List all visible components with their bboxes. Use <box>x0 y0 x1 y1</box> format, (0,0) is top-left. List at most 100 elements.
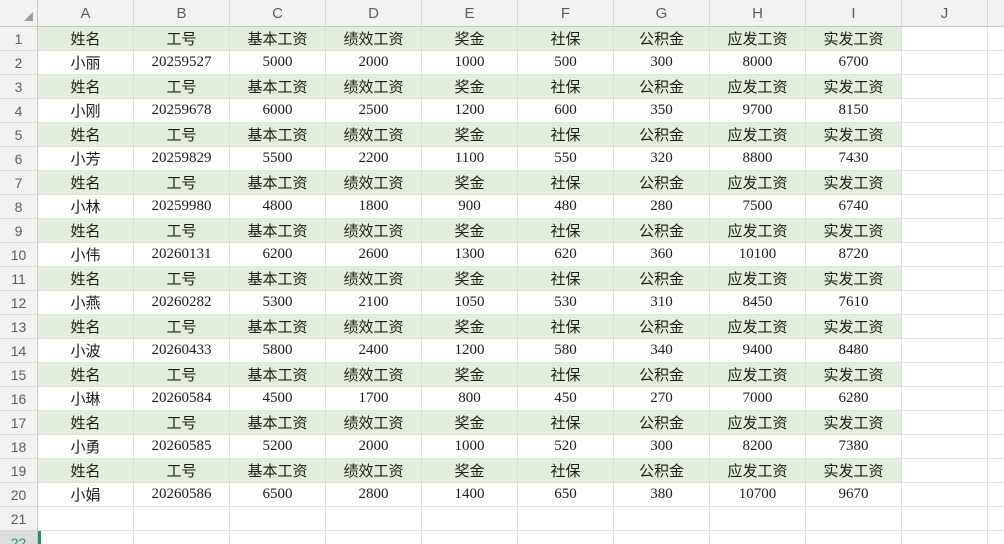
cell-G21[interactable] <box>614 507 710 531</box>
column-header-d[interactable]: D <box>326 0 422 27</box>
cell-D20[interactable]: 2800 <box>326 483 422 507</box>
column-header-i[interactable]: I <box>806 0 902 27</box>
column-header-c[interactable]: C <box>230 0 326 27</box>
cell-E7[interactable]: 奖金 <box>422 171 518 195</box>
cell-B7[interactable]: 工号 <box>134 171 230 195</box>
cell-J19[interactable] <box>902 459 988 483</box>
cell-H18[interactable]: 8200 <box>710 435 806 459</box>
cell-E20[interactable]: 1400 <box>422 483 518 507</box>
cell-B14[interactable]: 20260433 <box>134 339 230 363</box>
cell-G7[interactable]: 公积金 <box>614 171 710 195</box>
cell-J6[interactable] <box>902 147 988 171</box>
row-header-1[interactable]: 1 <box>0 27 38 51</box>
cell-B2[interactable]: 20259527 <box>134 51 230 75</box>
row-header-7[interactable]: 7 <box>0 171 38 195</box>
cell-D19[interactable]: 绩效工资 <box>326 459 422 483</box>
cell-G16[interactable]: 270 <box>614 387 710 411</box>
cell-F13[interactable]: 社保 <box>518 315 614 339</box>
cell-C14[interactable]: 5800 <box>230 339 326 363</box>
cell-D18[interactable]: 2000 <box>326 435 422 459</box>
cell-G8[interactable]: 280 <box>614 195 710 219</box>
cell-H13[interactable]: 应发工资 <box>710 315 806 339</box>
cell-F22[interactable] <box>518 531 614 544</box>
cell-G6[interactable]: 320 <box>614 147 710 171</box>
cell-D11[interactable]: 绩效工资 <box>326 267 422 291</box>
cell-B11[interactable]: 工号 <box>134 267 230 291</box>
cell-A2[interactable]: 小丽 <box>38 51 134 75</box>
cell-sliver-4[interactable] <box>988 99 1004 123</box>
row-header-8[interactable]: 8 <box>0 195 38 219</box>
column-header-g[interactable]: G <box>614 0 710 27</box>
cell-G12[interactable]: 310 <box>614 291 710 315</box>
cell-D7[interactable]: 绩效工资 <box>326 171 422 195</box>
cell-C15[interactable]: 基本工资 <box>230 363 326 387</box>
cell-J16[interactable] <box>902 387 988 411</box>
cell-D10[interactable]: 2600 <box>326 243 422 267</box>
cell-B21[interactable] <box>134 507 230 531</box>
cell-F11[interactable]: 社保 <box>518 267 614 291</box>
cell-A16[interactable]: 小琳 <box>38 387 134 411</box>
column-header-j[interactable]: J <box>902 0 988 27</box>
cell-F15[interactable]: 社保 <box>518 363 614 387</box>
column-header-e[interactable]: E <box>422 0 518 27</box>
cell-B1[interactable]: 工号 <box>134 27 230 51</box>
cell-F12[interactable]: 530 <box>518 291 614 315</box>
cell-C18[interactable]: 5200 <box>230 435 326 459</box>
cell-F14[interactable]: 580 <box>518 339 614 363</box>
cell-C17[interactable]: 基本工资 <box>230 411 326 435</box>
cell-sliver-13[interactable] <box>988 315 1004 339</box>
cell-H7[interactable]: 应发工资 <box>710 171 806 195</box>
cell-A17[interactable]: 姓名 <box>38 411 134 435</box>
row-header-13[interactable]: 13 <box>0 315 38 339</box>
row-header-4[interactable]: 4 <box>0 99 38 123</box>
cell-C13[interactable]: 基本工资 <box>230 315 326 339</box>
cell-D3[interactable]: 绩效工资 <box>326 75 422 99</box>
cell-F10[interactable]: 620 <box>518 243 614 267</box>
cell-H21[interactable] <box>710 507 806 531</box>
cell-F7[interactable]: 社保 <box>518 171 614 195</box>
cell-A12[interactable]: 小燕 <box>38 291 134 315</box>
cell-D22[interactable] <box>326 531 422 544</box>
cell-E22[interactable] <box>422 531 518 544</box>
cell-D5[interactable]: 绩效工资 <box>326 123 422 147</box>
row-header-3[interactable]: 3 <box>0 75 38 99</box>
cell-sliver-9[interactable] <box>988 219 1004 243</box>
cell-B10[interactable]: 20260131 <box>134 243 230 267</box>
cell-I10[interactable]: 8720 <box>806 243 902 267</box>
cell-B13[interactable]: 工号 <box>134 315 230 339</box>
cell-C19[interactable]: 基本工资 <box>230 459 326 483</box>
cell-F21[interactable] <box>518 507 614 531</box>
cell-H2[interactable]: 8000 <box>710 51 806 75</box>
cell-I9[interactable]: 实发工资 <box>806 219 902 243</box>
cell-B5[interactable]: 工号 <box>134 123 230 147</box>
cell-G4[interactable]: 350 <box>614 99 710 123</box>
cell-H10[interactable]: 10100 <box>710 243 806 267</box>
cell-J22[interactable] <box>902 531 988 544</box>
cell-E9[interactable]: 奖金 <box>422 219 518 243</box>
cell-C2[interactable]: 5000 <box>230 51 326 75</box>
cell-B22[interactable] <box>134 531 230 544</box>
cell-D16[interactable]: 1700 <box>326 387 422 411</box>
cell-I17[interactable]: 实发工资 <box>806 411 902 435</box>
cell-C4[interactable]: 6000 <box>230 99 326 123</box>
cell-A8[interactable]: 小林 <box>38 195 134 219</box>
cell-E2[interactable]: 1000 <box>422 51 518 75</box>
cell-F18[interactable]: 520 <box>518 435 614 459</box>
cell-C12[interactable]: 5300 <box>230 291 326 315</box>
cell-E1[interactable]: 奖金 <box>422 27 518 51</box>
cell-I5[interactable]: 实发工资 <box>806 123 902 147</box>
cell-I18[interactable]: 7380 <box>806 435 902 459</box>
cell-J9[interactable] <box>902 219 988 243</box>
cell-I22[interactable] <box>806 531 902 544</box>
cell-H12[interactable]: 8450 <box>710 291 806 315</box>
cell-G3[interactable]: 公积金 <box>614 75 710 99</box>
cell-D1[interactable]: 绩效工资 <box>326 27 422 51</box>
cell-C7[interactable]: 基本工资 <box>230 171 326 195</box>
cell-E19[interactable]: 奖金 <box>422 459 518 483</box>
cell-C11[interactable]: 基本工资 <box>230 267 326 291</box>
cell-H16[interactable]: 7000 <box>710 387 806 411</box>
row-header-16[interactable]: 16 <box>0 387 38 411</box>
cell-C10[interactable]: 6200 <box>230 243 326 267</box>
column-header-b[interactable]: B <box>134 0 230 27</box>
cell-H22[interactable] <box>710 531 806 544</box>
